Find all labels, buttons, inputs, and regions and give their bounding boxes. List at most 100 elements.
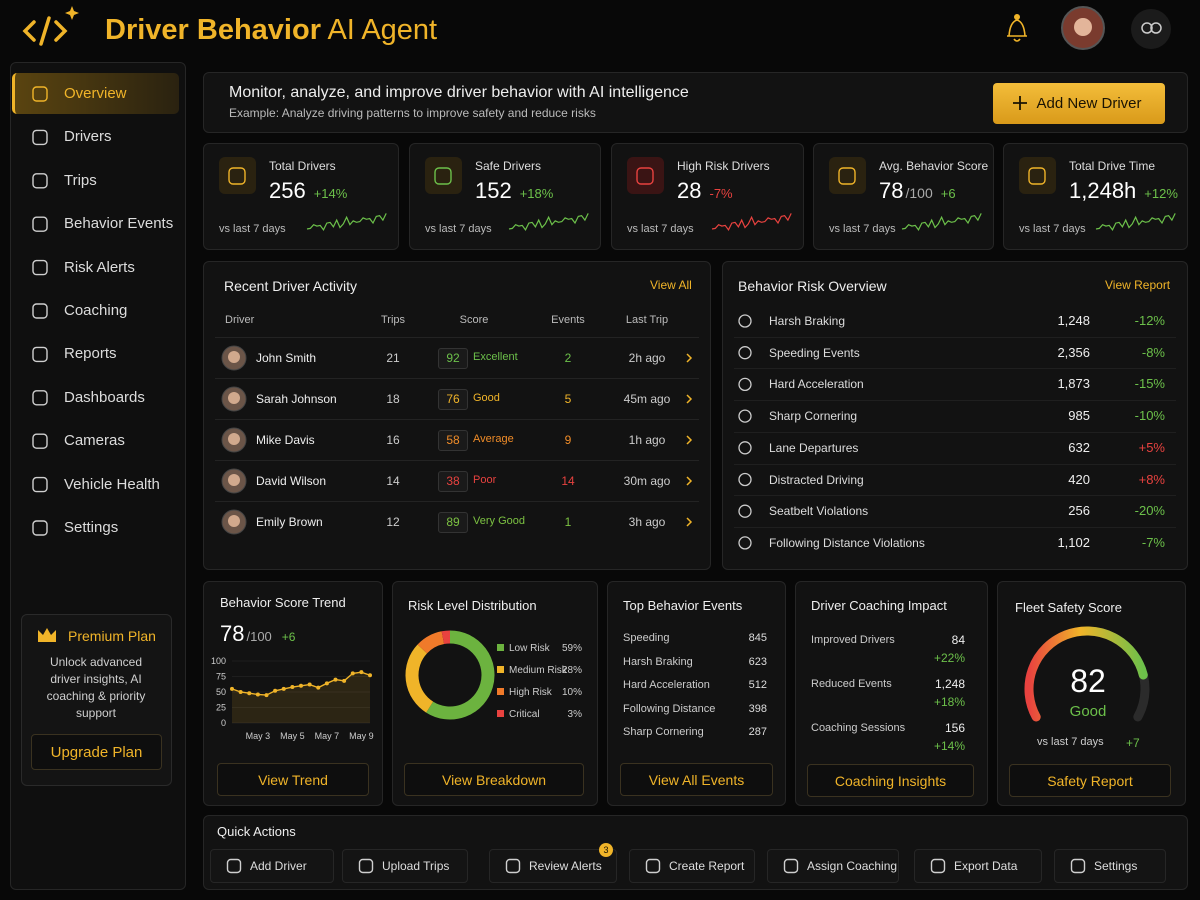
kpi-change: -7% bbox=[709, 186, 733, 201]
risk-name: Hard Acceleration bbox=[769, 377, 864, 392]
trend-unit: /100 bbox=[246, 629, 272, 644]
coaching-value: 1,248 bbox=[934, 677, 965, 691]
quick-action-label: Add Driver bbox=[250, 859, 307, 873]
coaching-insights-button[interactable]: Coaching Insights bbox=[807, 764, 974, 797]
nav-item[interactable]: Vehicle Health bbox=[64, 475, 160, 493]
kpi-label: Total Drivers bbox=[269, 159, 336, 173]
row-divider bbox=[734, 495, 1176, 497]
event-count: 287 bbox=[748, 726, 767, 738]
view-all-link[interactable]: View All bbox=[650, 278, 692, 292]
card-title: Top Behavior Events bbox=[623, 598, 743, 613]
kpi-icon-box bbox=[219, 157, 256, 194]
last-trip: 3h ago bbox=[628, 515, 666, 529]
kpi-label: Avg. Behavior Score bbox=[879, 159, 989, 173]
nav-item[interactable]: Risk Alerts bbox=[64, 258, 135, 276]
app-title-bold: Driver Behavior bbox=[105, 14, 321, 46]
safety-change: +7 bbox=[1126, 736, 1140, 750]
row-divider bbox=[734, 526, 1176, 528]
coaching-value: 84 bbox=[951, 633, 965, 647]
section-title: Quick Actions bbox=[217, 824, 296, 839]
risk-change: +5% bbox=[1138, 439, 1165, 455]
risk-name: Distracted Driving bbox=[769, 472, 864, 487]
nav-item[interactable]: Reports bbox=[64, 345, 117, 363]
kpi-unit: /100 bbox=[905, 185, 933, 201]
quick-action-button[interactable] bbox=[629, 849, 755, 883]
nav-item[interactable]: Overview bbox=[64, 85, 127, 102]
risk-count: 2,356 bbox=[1057, 344, 1090, 360]
row-divider bbox=[734, 400, 1176, 402]
quick-action-label: Export Data bbox=[954, 859, 1018, 873]
quick-action-label: Settings bbox=[1094, 859, 1138, 873]
upgrade-button[interactable]: Upgrade Plan bbox=[31, 734, 162, 770]
kpi-change: +18% bbox=[519, 186, 554, 201]
team-icon bbox=[1150, 22, 1162, 34]
kpi-note: vs last 7 days bbox=[1019, 223, 1086, 235]
view-breakdown-button[interactable]: View Breakdown bbox=[404, 763, 584, 796]
score-rating: Good bbox=[473, 392, 500, 404]
quick-action-button[interactable] bbox=[210, 849, 334, 883]
driver-events: 1 bbox=[564, 515, 572, 529]
risk-name: Following Distance Violations bbox=[769, 535, 925, 550]
driver-trips: 12 bbox=[386, 515, 400, 529]
kpi-note: vs last 7 days bbox=[219, 223, 286, 235]
kpi-note: vs last 7 days bbox=[627, 223, 694, 235]
nav-item[interactable]: Dashboards bbox=[64, 388, 145, 406]
safety-report-button[interactable]: Safety Report bbox=[1009, 764, 1171, 797]
quick-action-label: Upload Trips bbox=[382, 859, 450, 873]
kpi-value-row: 1,248h +12% bbox=[1069, 178, 1178, 204]
last-trip: 30m ago bbox=[623, 474, 671, 488]
premium-title: Premium Plan bbox=[68, 628, 156, 644]
risk-change: -7% bbox=[1141, 534, 1165, 550]
event-name: Harsh Braking bbox=[623, 655, 693, 668]
kpi-label: High Risk Drivers bbox=[677, 159, 770, 173]
row-divider bbox=[734, 463, 1176, 465]
risk-panel bbox=[722, 261, 1188, 570]
nav-item[interactable]: Trips bbox=[64, 171, 97, 189]
view-all-events-button[interactable]: View All Events bbox=[620, 763, 773, 796]
row-divider bbox=[734, 431, 1176, 433]
quick-action-button[interactable] bbox=[489, 849, 617, 883]
panel-title: Behavior Risk Overview bbox=[738, 278, 887, 294]
add-driver-button[interactable]: Add New Driver bbox=[993, 83, 1165, 124]
risk-change: -15% bbox=[1134, 376, 1165, 392]
nav-item[interactable]: Settings bbox=[64, 519, 119, 536]
kpi-note: vs last 7 days bbox=[425, 223, 492, 235]
coaching-label: Reduced Events bbox=[811, 678, 892, 690]
driver-trips: 18 bbox=[386, 392, 400, 406]
driver-name: Sarah Johnson bbox=[256, 392, 337, 406]
event-count: 623 bbox=[748, 655, 767, 668]
score-rating: Excellent bbox=[473, 351, 518, 363]
view-report-link[interactable]: View Report bbox=[1105, 278, 1171, 292]
notification-dot bbox=[1014, 14, 1020, 20]
nav-item[interactable]: Coaching bbox=[64, 302, 128, 319]
driver-trips: 14 bbox=[386, 474, 400, 488]
risk-count: 256 bbox=[1068, 503, 1090, 519]
score-badge: 89 bbox=[438, 512, 468, 533]
coaching-change: +18% bbox=[933, 695, 965, 709]
logo bbox=[22, 16, 68, 46]
kpi-value: 256 bbox=[269, 178, 306, 203]
driver-name: Mike Davis bbox=[256, 433, 315, 447]
logo-spark bbox=[65, 6, 79, 20]
last-trip: 1h ago bbox=[628, 433, 666, 447]
row-divider bbox=[215, 378, 699, 379]
kpi-icon-box bbox=[627, 157, 664, 194]
kpi-value-row: 256 +14% bbox=[269, 178, 347, 204]
event-name: Sharp Cornering bbox=[623, 726, 704, 738]
coaching-value: 156 bbox=[944, 721, 965, 735]
kpi-value: 152 bbox=[475, 178, 512, 203]
view-trend-button[interactable]: View Trend bbox=[217, 763, 369, 796]
kpi-value: 78 bbox=[879, 178, 904, 203]
nav-item[interactable]: Drivers bbox=[64, 128, 112, 146]
nav-item[interactable]: Cameras bbox=[64, 432, 125, 450]
driver-events: 14 bbox=[561, 474, 575, 488]
card-title: Driver Coaching Impact bbox=[811, 598, 947, 613]
app-title-light: AI Agent bbox=[327, 14, 438, 46]
coaching-label: Improved Drivers bbox=[811, 634, 895, 646]
card-title: Risk Level Distribution bbox=[408, 598, 537, 613]
nav-item[interactable]: Behavior Events bbox=[64, 215, 174, 233]
kpi-icon-box bbox=[425, 157, 462, 194]
risk-change: -20% bbox=[1134, 503, 1165, 519]
risk-name: Speeding Events bbox=[769, 345, 860, 360]
